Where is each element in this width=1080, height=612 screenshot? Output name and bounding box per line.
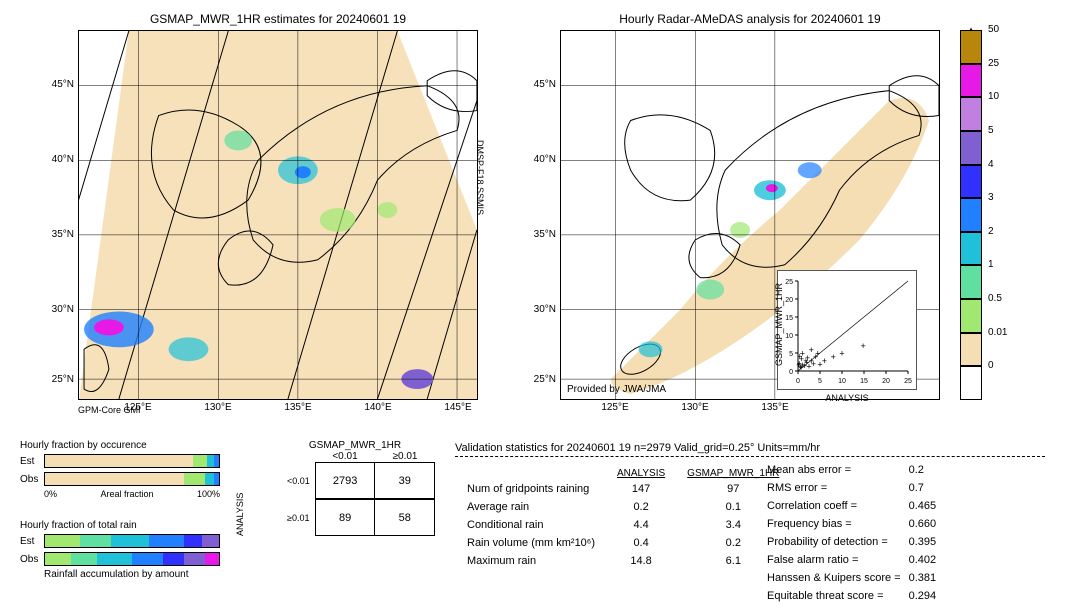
svg-text:25: 25 <box>904 378 912 385</box>
ctg-col-0: <0.01 <box>315 451 375 462</box>
contingency-table: GSMAP_MWR_1HR ANALYSIS <0.01 ≥0.01 <0.01… <box>235 440 435 536</box>
ctg-row-header: ANALYSIS <box>235 484 320 536</box>
ctg-11: 58 <box>375 500 435 536</box>
colorbar-tick-1: 25 <box>988 58 999 69</box>
colorbar-tick-0: 50 <box>988 24 999 35</box>
svg-text:+: + <box>860 341 865 351</box>
provided-by-label: Provided by JWA/JMA <box>567 384 666 395</box>
occurrence-title: Hourly fraction by occurence <box>20 440 220 451</box>
colorbar <box>960 30 982 400</box>
left-map-svg <box>79 31 477 399</box>
svg-text:25: 25 <box>785 279 793 286</box>
scatter-xlabel: ANALYSIS <box>778 393 916 403</box>
scatter-ylabel: GSMAP_MWR_1HR <box>774 283 784 366</box>
svg-text:0: 0 <box>796 378 800 385</box>
occ-axis-right: 100% <box>197 489 220 499</box>
validation-stats: Validation statistics for 20240601 19 n=… <box>455 442 1045 457</box>
tot-est-bar <box>44 534 220 548</box>
hourly-fraction-total: Hourly fraction of total rain Est Obs Ra… <box>20 520 220 582</box>
svg-text:15: 15 <box>860 378 868 385</box>
occ-est-label: Est <box>20 456 44 467</box>
validation-right-table: Mean abs error =0.2RMS error =0.7Correla… <box>765 460 938 606</box>
tot-obs-label: Obs <box>20 554 44 565</box>
tot-est-label: Est <box>20 536 44 547</box>
tot-obs-bar <box>44 552 220 566</box>
sensor-top-label: DMSP-F18 SSMIS <box>475 140 485 215</box>
svg-text:15: 15 <box>785 315 793 322</box>
colorbar-tick-10: 0 <box>988 360 994 371</box>
svg-text:+: + <box>831 352 836 362</box>
occ-axis-left: 0% <box>44 489 57 499</box>
occ-obs-label: Obs <box>20 474 44 485</box>
occ-est-bar <box>44 454 220 468</box>
left-map-panel <box>78 30 478 400</box>
total-caption: Rainfall accumulation by amount <box>44 569 220 580</box>
ctg-01: 39 <box>375 463 435 499</box>
colorbar-tick-9: 0.01 <box>988 327 1007 338</box>
svg-text:+: + <box>822 356 827 366</box>
svg-text:+: + <box>805 353 810 363</box>
ctg-col-header: GSMAP_MWR_1HR <box>275 440 435 451</box>
colorbar-tick-3: 5 <box>988 125 994 136</box>
colorbar-tick-5: 3 <box>988 192 994 203</box>
left-map-title: GSMAP_MWR_1HR estimates for 20240601 19 <box>78 12 478 26</box>
ctg-col-1: ≥0.01 <box>375 451 435 462</box>
svg-text:20: 20 <box>882 378 890 385</box>
hourly-fraction-occurrence: Hourly fraction by occurence Est Obs 0% … <box>20 440 220 499</box>
svg-text:+: + <box>811 359 816 369</box>
svg-text:10: 10 <box>785 333 793 340</box>
occ-obs-bar <box>44 472 220 486</box>
svg-text:5: 5 <box>789 351 793 358</box>
colorbar-tick-2: 10 <box>988 91 999 102</box>
validation-title: Validation statistics for 20240601 19 n=… <box>455 442 1045 454</box>
colorbar-tick-7: 1 <box>988 259 994 270</box>
svg-text:+: + <box>815 349 820 359</box>
colorbar-tick-6: 2 <box>988 226 994 237</box>
svg-text:10: 10 <box>838 378 846 385</box>
scatter-plot: +++++++++++++++++++++++ 0510152025 05101… <box>777 270 917 390</box>
svg-text:20: 20 <box>785 297 793 304</box>
svg-text:+: + <box>839 349 844 359</box>
figure-root: GSMAP_MWR_1HR estimates for 20240601 19 <box>0 0 1080 612</box>
validation-left-table: ANALYSISGSMAP_MWR_1HRNum of gridpoints r… <box>455 466 791 571</box>
colorbar-tick-4: 4 <box>988 159 994 170</box>
total-title: Hourly fraction of total rain <box>20 520 220 531</box>
occ-axis-mid: Areal fraction <box>100 489 153 499</box>
svg-text:5: 5 <box>818 378 822 385</box>
svg-text:0: 0 <box>789 369 793 376</box>
colorbar-tick-8: 0.5 <box>988 293 1002 304</box>
ctg-10: 89 <box>315 500 375 536</box>
right-map-title: Hourly Radar-AMeDAS analysis for 2024060… <box>560 12 940 26</box>
ctg-00: 2793 <box>315 463 375 499</box>
